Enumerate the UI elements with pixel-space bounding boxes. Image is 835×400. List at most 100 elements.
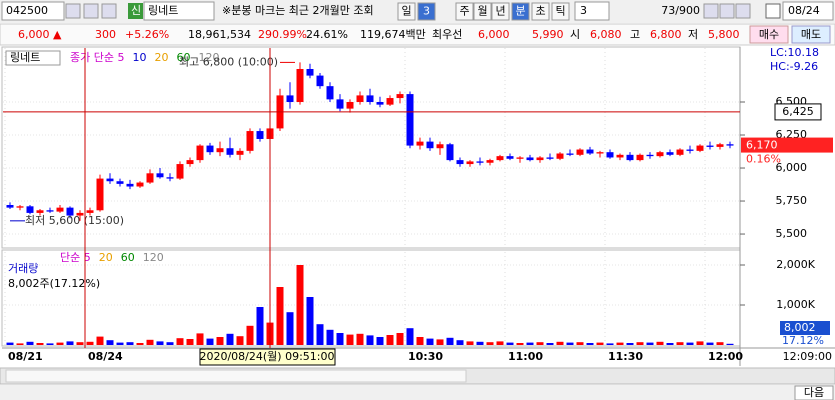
period-label[interactable]: 주 (459, 5, 469, 18)
volume-bar (256, 307, 264, 345)
x-tick-label: 11:00 (508, 350, 543, 363)
candle-body (586, 149, 594, 154)
amount: 119,674백만 (360, 28, 426, 41)
candle-body (666, 152, 674, 155)
icon[interactable] (703, 3, 719, 19)
volume-bar (176, 338, 184, 345)
volume-bar (226, 333, 234, 345)
candle-body (176, 164, 184, 179)
candle-body (376, 102, 384, 105)
change: 300 (95, 28, 116, 41)
icon[interactable] (719, 3, 735, 19)
candle-body (546, 157, 554, 159)
period-label[interactable]: 3 (423, 5, 430, 18)
name-input[interactable] (143, 1, 215, 21)
candle-body (216, 148, 224, 153)
scroll-thumb[interactable] (5, 369, 467, 383)
volume-bar (376, 337, 384, 345)
interval-input[interactable] (574, 1, 610, 21)
volume-bar (506, 342, 514, 345)
volume-bar (6, 342, 14, 345)
volume-title: 거래량 (8, 262, 38, 275)
period-button[interactable] (491, 2, 510, 21)
candle-body (106, 178, 114, 182)
legend-entry: 종가 단순 5 (70, 51, 124, 64)
period-button[interactable] (473, 2, 492, 21)
candle-body (76, 212, 84, 216)
candle-body (396, 94, 404, 99)
period-button[interactable] (531, 2, 550, 21)
volume-bar (676, 342, 684, 345)
volume-bar (446, 337, 454, 345)
volume-bar (556, 341, 564, 345)
period-button[interactable] (511, 2, 530, 21)
legend-entry: 단순 5 (60, 251, 91, 264)
legend-entry: 10 (132, 51, 146, 64)
buy-button[interactable] (749, 25, 789, 44)
next[interactable]: 다음 (804, 386, 824, 399)
volume-bar (36, 343, 44, 345)
candle-body (536, 157, 544, 161)
volume-bar (156, 341, 164, 345)
period-label[interactable]: 월 (477, 5, 487, 18)
candle-body (516, 157, 524, 159)
vol-last-label: 8,002 (784, 321, 816, 334)
candle-body (206, 145, 214, 153)
period-label[interactable]: 초 (535, 5, 545, 18)
stock-name: 링네트 (148, 4, 178, 17)
x-tick-label: 11:30 (608, 350, 643, 363)
candle-body (236, 150, 244, 155)
high-label: 고 (630, 28, 640, 41)
candle-body (36, 210, 44, 213)
volume-bar (146, 339, 154, 345)
period-label[interactable]: 분 (515, 5, 525, 18)
sell[interactable]: 매도 (801, 28, 821, 41)
volume-bar (96, 336, 104, 345)
volume-bar (566, 342, 574, 345)
icon[interactable] (735, 3, 751, 19)
period-button[interactable] (397, 2, 416, 21)
price-title: 링네트 (10, 51, 40, 64)
volume-bar (86, 341, 94, 345)
title-box (5, 50, 61, 66)
volume-bar (356, 333, 364, 345)
code-input[interactable] (1, 1, 65, 21)
period-label[interactable]: 일 (401, 4, 411, 18)
volume-bar (116, 342, 124, 345)
period-button[interactable] (551, 2, 570, 21)
next-button[interactable] (794, 385, 834, 400)
legend-entry: 120 (198, 51, 219, 64)
candle-body (346, 102, 354, 109)
buy[interactable]: 매수 (759, 28, 779, 41)
period-label[interactable]: 년 (495, 5, 505, 18)
candle-body (576, 149, 584, 155)
quote-bar (0, 23, 835, 46)
volume-bar (316, 324, 324, 345)
candle-body (126, 183, 134, 187)
y-tick-label: 2,000K (776, 258, 815, 271)
volume-bar (136, 343, 144, 345)
period-button[interactable] (455, 2, 474, 21)
volume-bar (696, 341, 704, 345)
icon[interactable] (65, 3, 81, 19)
volume-bar (516, 343, 524, 345)
legend-entry: 20 (99, 251, 113, 264)
volume-bar (76, 342, 84, 345)
volume-bar (296, 265, 304, 345)
x-tick-label: 10:30 (408, 350, 443, 363)
icon[interactable] (101, 3, 117, 19)
volume-bar (286, 312, 294, 345)
volume-bar (726, 343, 734, 345)
period-button[interactable] (417, 2, 436, 21)
icon[interactable] (83, 3, 99, 19)
candle-body (186, 160, 194, 165)
volume-bar (576, 342, 584, 345)
best-label: 최우선 (432, 28, 462, 41)
volume-bar (466, 341, 474, 345)
period-label[interactable]: 틱 (555, 5, 565, 18)
sell-button[interactable] (791, 25, 831, 44)
date-input[interactable] (782, 1, 834, 21)
volume-bar (26, 341, 34, 345)
checkbox[interactable] (765, 3, 781, 19)
y-tick-label: 5,750 (776, 194, 808, 207)
